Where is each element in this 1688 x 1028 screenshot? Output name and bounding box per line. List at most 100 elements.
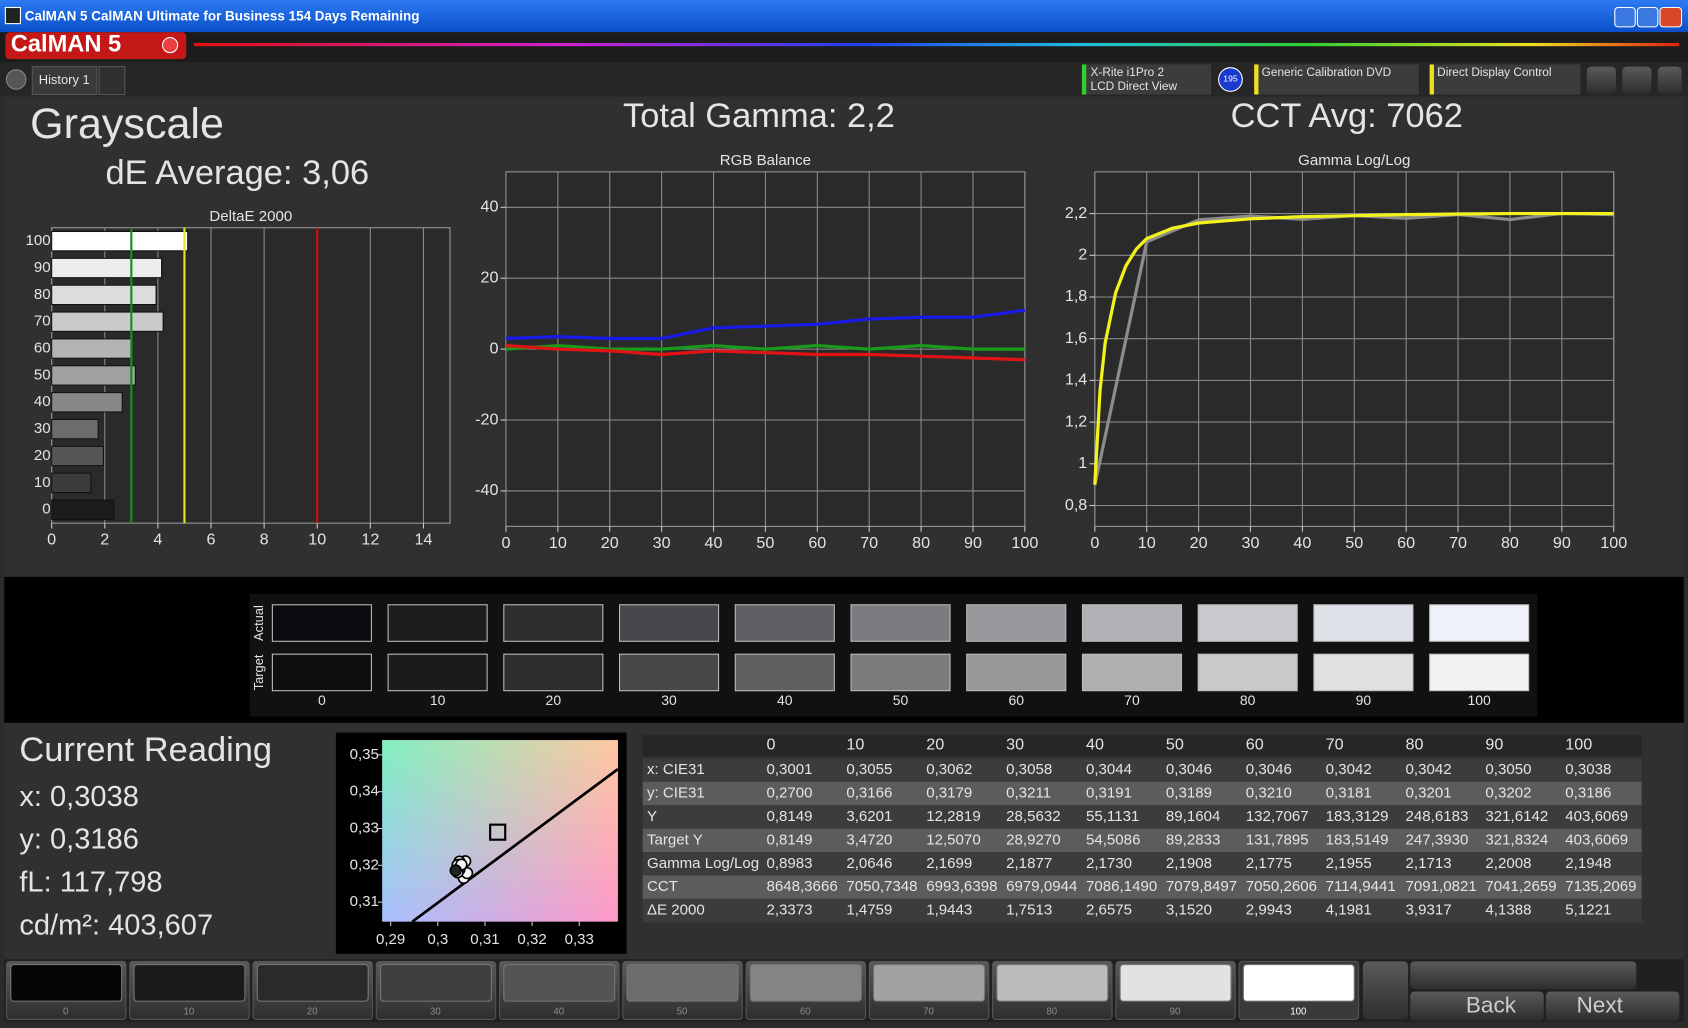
table-cell: 2,2008 [1485,855,1531,872]
nav-button[interactable] [5,69,27,90]
patch-color [10,964,123,1002]
table-cell: 4,1388 [1485,902,1531,919]
logo: CalMAN 5 [11,31,121,57]
actual-label: Actual [251,605,266,641]
source-box[interactable] [1254,64,1419,95]
reading-line: x: 0,3038 [19,781,139,813]
meter-box[interactable] [1081,64,1212,95]
table-cell: 2,1775 [1246,855,1292,872]
patch-color [503,964,616,1002]
patch-label: 100 [1290,1006,1306,1017]
y-tick-label: 60 [34,340,51,357]
actual-swatch [387,604,488,642]
patch-color [133,964,246,1002]
source-name: Generic Calibration DVD [1262,65,1391,79]
table-cell: 0,3044 [1086,761,1132,778]
table-cell: 7079,8497 [1166,878,1237,895]
back-button[interactable] [1410,991,1544,1021]
table-cell: 248,6183 [1406,808,1469,825]
actual-swatch [1081,604,1183,642]
history-tab[interactable] [31,66,98,96]
x-tick-label: 14 [414,531,432,549]
x-tick-label: 0,32 [517,931,546,948]
x-tick-label: 0 [501,534,510,552]
target-swatch [503,653,604,692]
back-label: Back [1466,993,1517,1018]
y-tick-label: 1,2 [1065,412,1087,430]
planckian-locus [411,768,619,923]
x-tick-label: 0,33 [565,931,594,948]
actual-swatch [850,604,951,642]
target-swatch [619,653,720,692]
table-cell: 0,3055 [846,761,892,778]
swatch-label: 0 [318,692,326,708]
next-button[interactable] [1545,991,1680,1021]
target-swatch [734,653,835,692]
reading-title: Current Reading [19,731,272,769]
table-row [642,898,1642,923]
x-tick-label: 6 [207,531,216,549]
panel-title: Grayscale [30,100,224,148]
stop-auto-button[interactable] [1362,961,1409,1020]
x-tick-label: 60 [1397,534,1415,552]
display-indicator [1429,64,1434,95]
target-swatch [966,653,1067,692]
x-tick-label: 10 [1138,534,1156,552]
close-button[interactable] [1659,6,1683,28]
history-tab-label: History 1 [39,72,90,87]
help-button[interactable] [1622,66,1652,94]
meter-badge-label: 195 [1223,74,1238,84]
column-header: 90 [1485,736,1503,754]
row-label: Gamma Log/Log [647,855,759,872]
y-tick-label: -40 [475,481,498,499]
meter-badge[interactable] [1218,67,1243,92]
add-tab[interactable] [98,66,126,96]
table-cell: 0,3186 [1565,785,1611,802]
source-indicator [1254,64,1259,95]
y-tick-label: 20 [34,447,51,464]
series-line [1093,211,1614,485]
logo-badge[interactable] [5,32,187,60]
column-header: 80 [1406,736,1424,754]
rainbow-line [193,42,1680,47]
collapse-button[interactable] [1657,66,1682,94]
table-cell: 6979,0944 [1006,878,1077,895]
y-tick-label: 1,6 [1065,329,1087,347]
x-tick-label: 50 [756,534,774,552]
bar [51,338,132,359]
table-cell: 0,3191 [1086,785,1132,802]
series-line [505,308,1026,341]
y-tick-label: 20 [480,268,498,286]
reading-line: fL: 117,798 [19,867,162,899]
playback-buttons[interactable] [1410,961,1637,990]
y-tick-label: 2,2 [1065,204,1087,222]
bar [51,284,157,306]
x-tick-label: 12 [361,531,379,549]
logo-bar [0,32,1688,63]
table-cell: 0,8149 [766,831,812,848]
minimize-button[interactable] [1614,6,1636,28]
y-tick-label: 1,4 [1065,371,1087,389]
x-tick-label: 40 [1293,534,1311,552]
next-label: Next [1576,993,1623,1018]
row-label: Target Y [647,831,703,848]
settings-button[interactable] [1586,66,1616,94]
column-header: 40 [1086,736,1104,754]
logo-menu[interactable] [162,37,179,54]
table-cell: 0,3058 [1006,761,1052,778]
chart-title: RGB Balance [720,152,811,169]
target-swatch [850,653,951,692]
display-box[interactable] [1429,64,1581,95]
table-cell: 2,3373 [766,902,812,919]
table-cell: 5,1221 [1565,902,1611,919]
maximize-button[interactable] [1636,6,1659,28]
table-cell: 7050,7348 [846,878,917,895]
table-cell: 0,3001 [766,761,812,778]
y-tick-label: 1 [1078,454,1087,472]
x-tick-label: 80 [1501,534,1519,552]
table-cell: 0,3042 [1406,761,1452,778]
table-row [642,805,1642,829]
table-row [642,758,1642,782]
y-tick-label: 0,35 [350,746,379,763]
